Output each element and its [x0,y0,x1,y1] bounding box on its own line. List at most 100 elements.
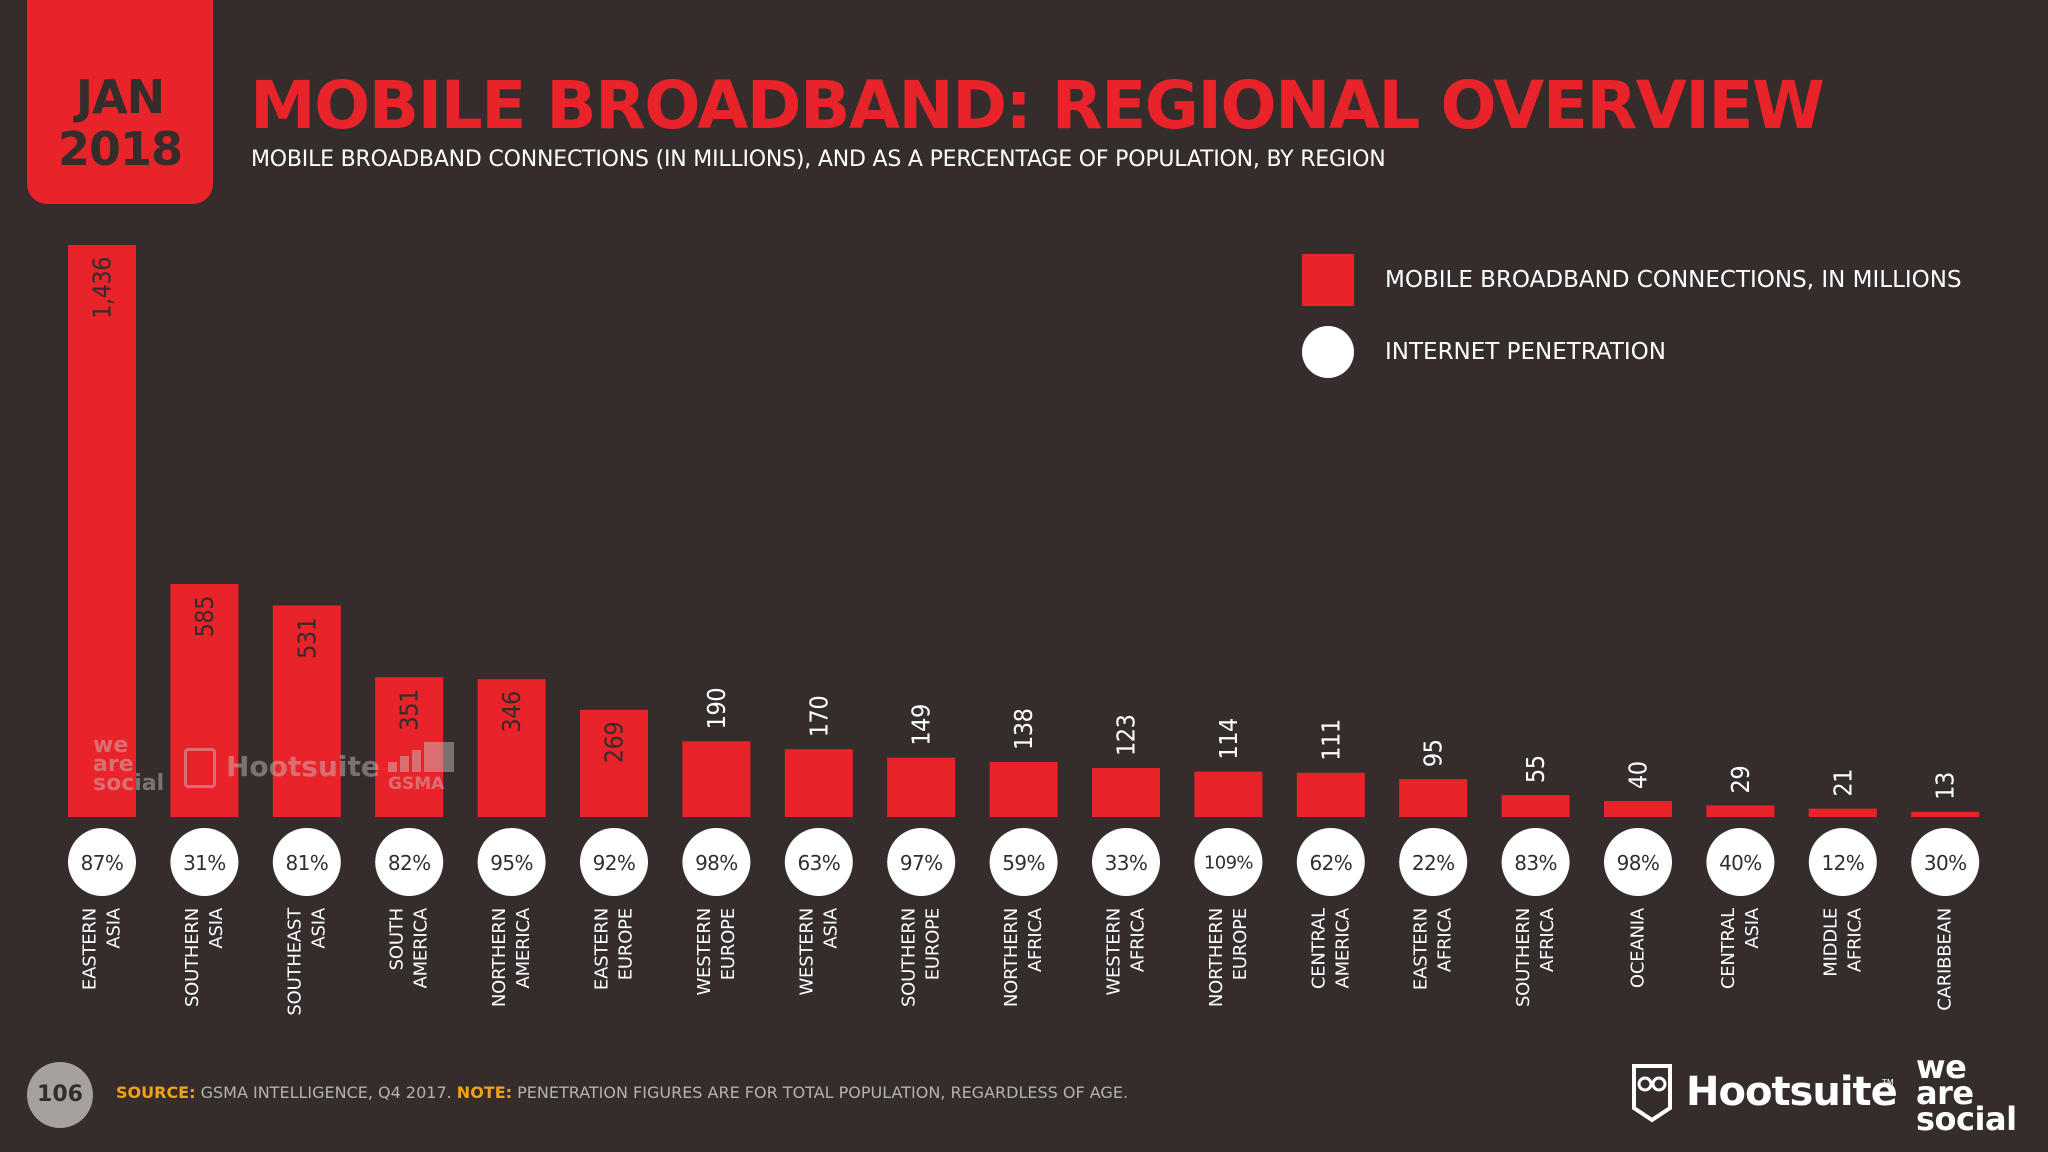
category-label: ASIA [1742,907,1763,948]
category-label: NORTHERN [1206,908,1227,1007]
bar-value-label: 190 [702,688,731,729]
penetration-circle [375,828,444,896]
bar [1911,811,1980,817]
category-label: EUROPE [923,908,944,980]
penetration-circle [1296,828,1365,896]
date-year: 2018 [57,122,183,176]
penetration-circle [1604,828,1672,896]
bar-value-label: 111 [1316,719,1345,760]
bar-value-label: 351 [395,689,424,730]
penetration-circle [272,828,341,896]
hootsuite-logo: Hootsuite TM [1630,1060,1898,1126]
penetration-circle [1194,828,1263,896]
bar-value-label: 346 [497,691,526,732]
page-title: MOBILE BROADBAND: REGIONAL OVERVIEW [250,67,1825,144]
penetration-circle [580,828,648,896]
penetration-label: 97% [900,851,943,875]
penetration-label: 92% [593,851,636,875]
penetration-circle [989,828,1058,896]
bar [580,709,648,817]
penetration-circle [784,828,853,896]
penetration-circle [1092,828,1160,896]
bar-value-label: 29 [1726,766,1755,794]
category-label: ASIA [308,907,329,948]
date-tab: JAN 2018 [27,0,213,204]
logo-social-text: social [1916,1100,2017,1138]
bar [1706,805,1775,817]
legend-red-square-icon [1302,254,1354,306]
bar-value-label: 531 [292,617,321,658]
we-are-social-logo: we are social [1916,1048,2026,1138]
category-label: SOUTHERN [182,908,203,1007]
note-text: PENETRATION FIGURES ARE FOR TOTAL POPULA… [512,1083,1129,1102]
category-label: AMERICA [1332,907,1353,988]
penetration-circle [477,828,546,896]
logo-are-text: are [1916,1074,1974,1112]
category-label: CENTRAL [1718,908,1739,989]
watermark-we-are-social: we are social [93,733,164,795]
penetration-circle [682,828,751,896]
bar-value-label: 269 [600,722,629,763]
category-label: EASTERN [1411,908,1432,990]
watermark-gsma: GSMA [388,742,458,794]
bar [784,749,853,817]
bar [1092,768,1160,817]
penetration-label: 63% [797,851,840,875]
date-month: JAN [75,70,165,124]
legend-item-connections: MOBILE BROADBAND CONNECTIONS, IN MILLION… [1300,252,2020,306]
category-label: ASIA [206,907,227,948]
category-label: AFRICA [1844,907,1865,972]
bar-value-label: 585 [190,596,219,637]
bar-value-label: 149 [907,704,936,745]
category-label: SOUTH [387,908,408,970]
penetration-label: 95% [490,851,533,875]
bar [1194,771,1263,817]
watermark-hootsuite: Hootsuite [184,748,380,788]
watermark-we-text: we [93,733,129,758]
bar [887,757,956,817]
bar [170,583,239,817]
category-label: SOUTHERN [1513,908,1534,1007]
hootsuite-logo-text: Hootsuite [1686,1069,1898,1115]
penetration-label: 109% [1204,853,1254,874]
penetration-label: 62% [1309,851,1352,875]
category-label: MIDDLE [1820,908,1841,977]
bar [68,245,136,817]
bar-value-label: 114 [1214,718,1243,760]
source-text: GSMA INTELLIGENCE, Q4 2017. [195,1083,457,1102]
bar-value-label: 21 [1828,769,1857,797]
penetration-circle [170,828,239,896]
category-label: NORTHERN [489,908,510,1007]
category-label: SOUTHEAST [284,907,305,1016]
penetration-label: 83% [1514,851,1557,875]
penetration-label: 33% [1105,851,1148,875]
category-label: ASIA [104,907,125,948]
penetration-circle [1706,828,1775,896]
penetration-label: 98% [1617,851,1660,875]
note-key: NOTE: [456,1083,513,1102]
penetration-label: 22% [1412,851,1455,875]
bar-value-label: 123 [1112,715,1141,756]
bar [1296,772,1365,817]
category-label: EUROPE [718,908,739,980]
penetration-label: 40% [1719,851,1762,875]
bar [989,762,1058,817]
source-note: SOURCE: GSMA INTELLIGENCE, Q4 2017. NOTE… [116,1082,1128,1104]
category-label: WESTERN [694,908,715,996]
category-label: OCEANIA [1628,907,1649,988]
category-label: SOUTHERN [899,908,920,1007]
penetration-circle [68,828,136,896]
logo-we-text: we [1916,1048,1967,1086]
legend-label-penetration: INTERNET PENETRATION [1385,339,1666,365]
category-label: EASTERN [592,908,613,990]
category-label: EASTERN [80,908,101,990]
category-label: ASIA [820,907,841,948]
bar-value-label: 170 [804,696,833,737]
penetration-label: 82% [388,851,431,875]
watermark-owl-icon [184,748,216,788]
penetration-circle [1808,828,1877,896]
legend-item-penetration: INTERNET PENETRATION [1300,324,2020,378]
penetration-label: 59% [1002,851,1045,875]
category-label: AMERICA [411,907,432,988]
category-label: WESTERN [1104,908,1125,996]
